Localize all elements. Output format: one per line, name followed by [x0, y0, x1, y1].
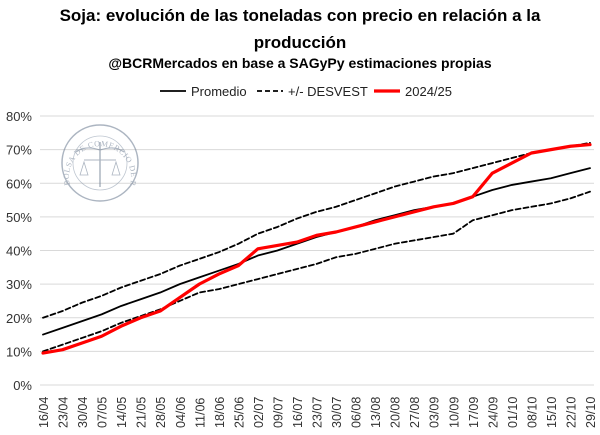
- x-tick-label: 17/09: [467, 397, 481, 428]
- legend-label: +/- DESVEST: [288, 84, 368, 99]
- x-tick-label: 14/05: [115, 397, 129, 428]
- y-tick-label: 70%: [6, 143, 32, 158]
- x-tick-label: 29/10: [584, 397, 598, 428]
- x-tick-label: 01/10: [506, 397, 520, 428]
- watermark-seal: BOLSA DE COMERCIO DE ROSARIO: [0, 0, 139, 202]
- y-tick-label: 50%: [6, 210, 32, 225]
- chart-subtitle: @BCRMercados en base a SAGyPy estimacion…: [108, 55, 492, 71]
- chart-title-line2: producción: [253, 33, 347, 52]
- x-tick-label: 30/07: [330, 397, 344, 428]
- x-tick-label: 06/08: [350, 397, 364, 428]
- x-tick-label: 27/08: [408, 397, 422, 428]
- x-tick-label: 04/06: [174, 397, 188, 428]
- x-tick-label: 13/08: [369, 397, 383, 428]
- y-tick-label: 80%: [6, 109, 32, 124]
- y-tick-label: 40%: [6, 244, 32, 259]
- x-tick-label: 28/05: [154, 397, 168, 428]
- x-tick-label: 02/07: [252, 397, 266, 428]
- series-line-2024-25: [41, 142, 592, 355]
- x-tick-label: 23/04: [57, 397, 71, 428]
- x-tick-label: 03/09: [428, 397, 442, 428]
- y-tick-label: 20%: [6, 311, 32, 326]
- x-tick-label: 23/07: [311, 397, 325, 428]
- seal-outer-ring: [61, 124, 139, 202]
- x-tick-label: 24/09: [486, 397, 500, 428]
- x-tick-label: 25/06: [232, 397, 246, 428]
- x-tick-label: 18/06: [213, 397, 227, 428]
- y-tick-label: 30%: [6, 277, 32, 292]
- x-tick-label: 22/10: [564, 397, 578, 428]
- x-tick-label: 16/07: [291, 397, 305, 428]
- seal-text-path-content: BOLSA DE COMERCIO DE ROSARIO: [0, 0, 138, 187]
- x-tick-label: 30/04: [76, 397, 90, 428]
- y-tick-label: 10%: [6, 344, 32, 359]
- x-tick-label: 09/07: [271, 397, 285, 428]
- wings-icon: [75, 147, 125, 153]
- x-tick-label: 20/08: [389, 397, 403, 428]
- x-tick-label: 16/04: [37, 397, 51, 428]
- x-tick-label: 11/06: [193, 398, 207, 428]
- x-tick-label: 10/09: [447, 397, 461, 428]
- seal-inner-ring: [72, 135, 128, 191]
- x-tick-label: 07/05: [96, 397, 110, 428]
- chart-title-line1: Soja: evolución de las toneladas con pre…: [59, 6, 541, 25]
- series-line--desvest: [42, 141, 591, 319]
- x-tick-label: 21/05: [135, 397, 149, 428]
- scales-pans-icon: [79, 160, 121, 176]
- x-tick-label: 08/10: [525, 397, 539, 428]
- series-line-desvest-lower: [42, 190, 591, 353]
- seal-text: BOLSA DE COMERCIO DE ROSARIO: [0, 0, 138, 187]
- y-tick-label: 60%: [6, 176, 32, 191]
- series-line-promedio: [42, 167, 591, 336]
- legend-label: 2024/25: [405, 84, 452, 99]
- legend-label: Promedio: [191, 84, 247, 99]
- x-tick-label: 15/10: [545, 397, 559, 428]
- y-tick-label: 0%: [13, 378, 32, 393]
